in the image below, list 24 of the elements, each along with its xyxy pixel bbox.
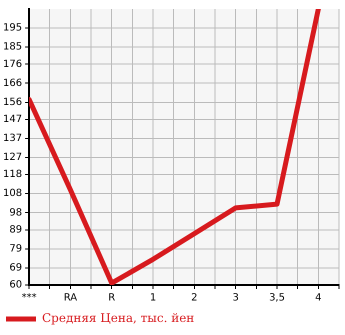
x-tick-label: 1 bbox=[150, 292, 156, 304]
y-tick-label: 69 bbox=[9, 262, 22, 274]
y-tick-label: 89 bbox=[9, 224, 22, 236]
y-tick-label: 98 bbox=[9, 207, 22, 218]
y-tick-label: 60 bbox=[9, 280, 22, 291]
x-tick-label: 3,5 bbox=[269, 292, 285, 304]
x-tick-label: *** bbox=[22, 292, 37, 304]
y-tick-label: 127 bbox=[2, 152, 22, 164]
y-tick-label: 156 bbox=[2, 96, 22, 108]
y-tick-label: 195 bbox=[2, 22, 22, 34]
x-tick-label: 2 bbox=[191, 292, 198, 304]
x-tick-label: R bbox=[108, 292, 116, 304]
y-tick-label: 108 bbox=[2, 188, 22, 200]
y-tick-label: 137 bbox=[2, 133, 22, 144]
y-tick-label: 79 bbox=[9, 243, 22, 254]
y-tick-label: 176 bbox=[2, 58, 22, 70]
x-tick-label: 4 bbox=[315, 292, 322, 304]
y-tick-label: 166 bbox=[2, 78, 22, 89]
y-tick-label: 118 bbox=[2, 169, 22, 180]
x-tick-label: 3 bbox=[232, 292, 239, 304]
y-tick-label: 147 bbox=[2, 114, 22, 125]
x-tick-label: RA bbox=[64, 292, 78, 304]
legend-label: Средняя Цена, тыс. йен bbox=[42, 311, 194, 326]
y-tick-label: 185 bbox=[2, 42, 22, 53]
